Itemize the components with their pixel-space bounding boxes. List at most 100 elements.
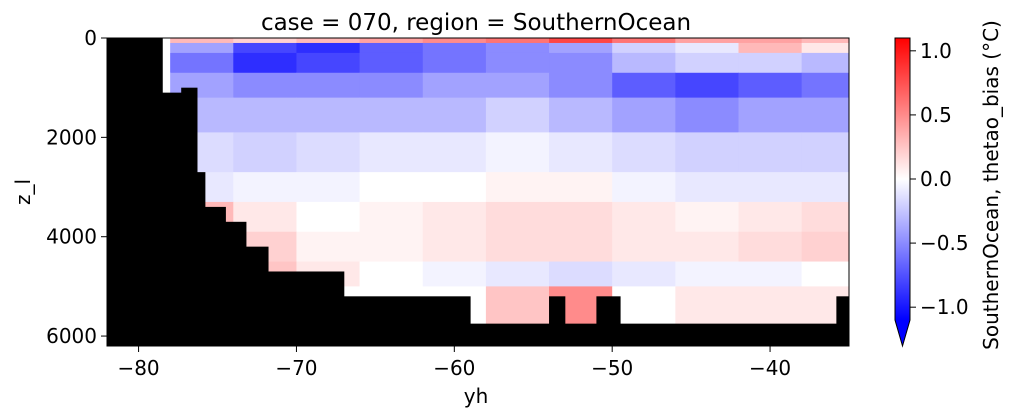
heatmap-cell xyxy=(801,132,849,173)
heatmap-cell xyxy=(485,72,550,99)
heatmap-cell xyxy=(738,172,803,203)
heatmap-cell xyxy=(612,261,676,287)
y-tick-label: 2000 xyxy=(46,125,97,149)
heatmap-cell xyxy=(738,261,803,287)
heatmap-cell xyxy=(612,286,676,325)
heatmap-cell xyxy=(549,97,613,133)
heatmap-cell xyxy=(801,38,849,44)
heatmap-cell xyxy=(549,72,613,99)
heatmap-cell xyxy=(801,72,849,99)
heatmap-cell xyxy=(549,52,613,74)
x-tick-label: −70 xyxy=(275,356,317,380)
heatmap-cell xyxy=(422,38,487,44)
x-axis-label: yh xyxy=(464,384,489,408)
heatmap-cell xyxy=(801,97,849,133)
heatmap-cell xyxy=(170,52,234,74)
heatmap-cell xyxy=(359,38,424,44)
heatmap-cell xyxy=(296,97,361,133)
heatmap-cell xyxy=(612,52,676,74)
land-mask-segment xyxy=(196,172,206,346)
heatmap-cell xyxy=(296,231,361,263)
heatmap-cell xyxy=(359,132,424,173)
heatmap-cell xyxy=(422,97,487,133)
heatmap-cell xyxy=(422,172,487,203)
land-mask-segment xyxy=(268,271,345,346)
heatmap-cell xyxy=(296,52,361,74)
y-tick-label: 6000 xyxy=(46,324,97,348)
heatmap-cell xyxy=(549,132,613,173)
heatmap-cell xyxy=(801,42,849,54)
x-tick-label: −60 xyxy=(433,356,475,380)
heatmap-cell xyxy=(738,286,803,325)
heatmap-cell xyxy=(485,132,550,173)
land-mask-segment xyxy=(596,296,621,346)
colorbar-frame xyxy=(894,37,911,348)
heatmap-cell xyxy=(485,97,550,133)
heatmap-cell xyxy=(738,231,803,263)
y-axis: 0 2000 4000 6000 xyxy=(46,26,107,348)
x-tick-label: −40 xyxy=(749,356,791,380)
heatmap-cell xyxy=(170,38,234,44)
heatmap-cell xyxy=(359,201,424,233)
heatmap-cell xyxy=(233,38,297,44)
heatmap-cell xyxy=(422,132,487,173)
heatmap-cell xyxy=(485,201,550,233)
heatmap-cell xyxy=(296,38,361,44)
heatmap-cell xyxy=(738,42,803,54)
heatmap-cell xyxy=(738,201,803,233)
heatmap-cell xyxy=(801,201,849,233)
heatmap-cell xyxy=(675,172,739,203)
heatmap-cell xyxy=(170,42,234,54)
heatmap-cell xyxy=(549,42,613,54)
heatmap-cell xyxy=(612,231,676,263)
heatmap-cell xyxy=(359,97,424,133)
land-mask-segment xyxy=(836,296,849,346)
colorbar-tick-label: −0.5 xyxy=(920,231,969,255)
heatmap-cell xyxy=(422,231,487,263)
heatmap-cell xyxy=(296,132,361,173)
colorbar-tick-label: −1.0 xyxy=(920,295,969,319)
heatmap-cell xyxy=(801,231,849,263)
heatmap-cell xyxy=(485,286,550,325)
land-mask-segment xyxy=(181,87,198,346)
colorbar-extend-min xyxy=(895,320,910,346)
heatmap-cell xyxy=(359,172,424,203)
heatmap-cell xyxy=(675,97,739,133)
heatmap-cell xyxy=(675,42,739,54)
heatmap-cell xyxy=(485,261,550,287)
x-tick-label: −50 xyxy=(591,356,633,380)
heatmap-cell xyxy=(549,38,613,44)
heatmap-cell xyxy=(422,261,487,287)
heatmap-cell xyxy=(359,72,424,99)
land-mask-segment xyxy=(204,206,226,346)
heatmap-cell xyxy=(612,172,676,203)
heatmap-cell xyxy=(612,132,676,173)
land-mask-segment xyxy=(470,323,550,346)
heatmap-cell xyxy=(233,172,297,203)
x-axis: −80 −70 −60 −50 −40 xyxy=(117,346,791,380)
heatmap-cell xyxy=(422,201,487,233)
heatmap-cell xyxy=(738,72,803,99)
heatmap-cell xyxy=(233,42,297,54)
heatmap-cell xyxy=(549,231,613,263)
heatmap-cell xyxy=(485,52,550,74)
heatmap-cell xyxy=(612,42,676,54)
heatmap-cell xyxy=(738,97,803,133)
heatmap-cell xyxy=(675,52,739,74)
land-mask-segment xyxy=(549,296,566,346)
heatmap-cell xyxy=(485,231,550,263)
land-mask-segment xyxy=(564,323,597,346)
heatmap-cell xyxy=(738,132,803,173)
heatmap-cell xyxy=(801,52,849,74)
heatmap-cell xyxy=(675,132,739,173)
heatmap-cell xyxy=(801,172,849,203)
heatmap-cell xyxy=(738,38,803,44)
heatmap-cell xyxy=(675,201,739,233)
heatmap-cell xyxy=(485,38,550,44)
heatmap-cell xyxy=(549,201,613,233)
colorbar-tick-label: 0.5 xyxy=(920,103,952,127)
colorbar-tick-label: 1.0 xyxy=(920,39,952,63)
heatmap-cell xyxy=(296,172,361,203)
heatmap-cell xyxy=(422,52,487,74)
